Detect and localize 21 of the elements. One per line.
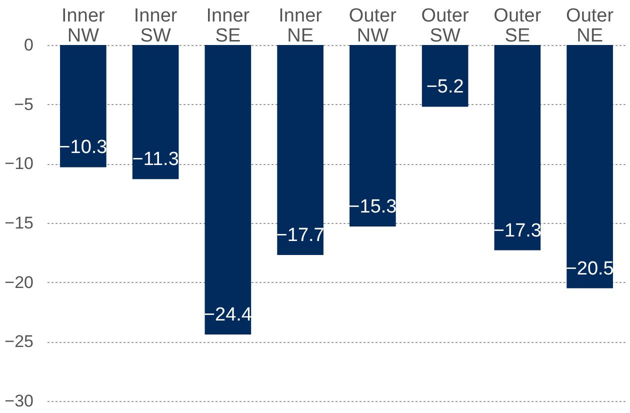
data-label: −5.2 xyxy=(426,76,464,98)
data-label: −15.3 xyxy=(348,196,397,218)
y-tick-label: −20 xyxy=(4,272,34,292)
data-label: −17.7 xyxy=(276,225,324,246)
y-tick-label: −25 xyxy=(4,332,34,352)
data-label: −11.3 xyxy=(132,149,179,170)
y-tick-label: −30 xyxy=(4,392,34,410)
x-tick-label: Inner SE xyxy=(206,6,250,46)
y-tick-label: 0 xyxy=(24,36,34,54)
x-tick-label: Inner SW xyxy=(134,6,178,46)
x-tick-label: Outer SE xyxy=(494,6,542,46)
x-tick-label: Outer SW xyxy=(421,6,470,46)
y-tick-label: −5 xyxy=(14,94,34,114)
data-label: −20.5 xyxy=(566,258,614,280)
y-tick-label: −15 xyxy=(4,214,34,232)
data-label: −10.3 xyxy=(59,137,108,158)
x-tick-label: Inner NW xyxy=(62,6,106,46)
x-tick-label: Outer NW xyxy=(348,6,398,46)
x-tick-label: Outer NE xyxy=(566,6,614,46)
y-tick-label: −10 xyxy=(4,154,34,174)
x-tick-label: Inner NE xyxy=(278,6,323,46)
